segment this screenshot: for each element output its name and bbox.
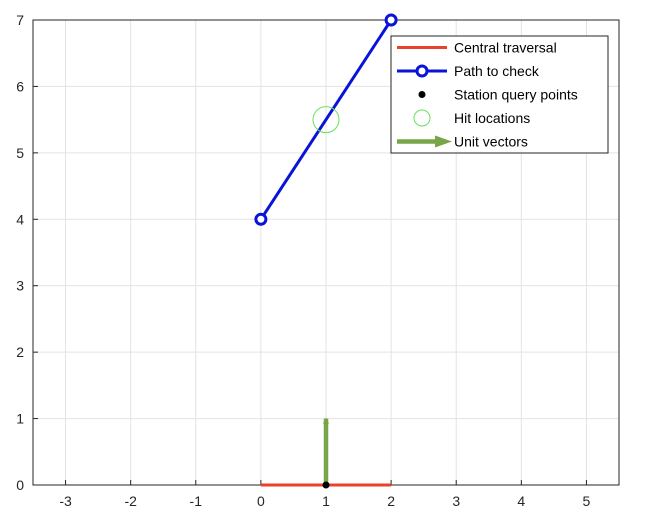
legend-box xyxy=(390,35,609,154)
y-axis-ticks: 0 1 2 3 4 5 6 7 xyxy=(16,12,38,493)
y-tick-label: 4 xyxy=(16,211,24,227)
path-to-check-point xyxy=(384,13,398,27)
hit-location-marker xyxy=(312,106,340,134)
y-tick-label: 7 xyxy=(16,12,24,28)
path-to-check-point xyxy=(254,212,268,226)
legend-sample-station-point xyxy=(418,91,426,98)
x-tick-label: 0 xyxy=(257,493,265,509)
x-tick-label: 3 xyxy=(452,493,460,509)
x-tick-label: -1 xyxy=(190,493,203,509)
legend-sample-path-marker xyxy=(415,64,429,78)
y-tick-label: 1 xyxy=(16,411,24,427)
x-tick-label: 2 xyxy=(387,493,395,509)
y-tick-label: 2 xyxy=(16,344,24,360)
legend-entry-label: Hit locations xyxy=(454,110,530,126)
x-tick-label: -2 xyxy=(124,493,137,509)
x-tick-label: 1 xyxy=(322,493,330,509)
y-tick-label: 5 xyxy=(16,145,24,161)
y-tick-label: 6 xyxy=(16,78,24,94)
series-layer xyxy=(254,13,398,489)
y-tick-label: 3 xyxy=(16,278,24,294)
legend-sample-hit-location xyxy=(413,109,431,127)
legend-entry-label: Central traversal xyxy=(454,40,557,56)
x-tick-label: 4 xyxy=(517,493,525,509)
station-query-point xyxy=(322,481,330,489)
legend-entry-label: Unit vectors xyxy=(454,134,528,150)
legend-sample-unit-vector-head xyxy=(435,135,452,148)
legend-entry-label: Path to check xyxy=(454,63,540,79)
x-axis-ticks: -3 -2 -1 0 1 2 3 4 5 xyxy=(59,480,591,509)
x-tick-label: -3 xyxy=(59,493,72,509)
legend-entry-label: Station query points xyxy=(454,87,578,103)
y-tick-label: 0 xyxy=(16,477,24,493)
legend: Central traversal Path to check Station qu… xyxy=(390,35,609,154)
unit-vector-head xyxy=(323,417,329,424)
x-tick-label: 5 xyxy=(583,493,591,509)
path-to-check-line xyxy=(259,19,393,221)
